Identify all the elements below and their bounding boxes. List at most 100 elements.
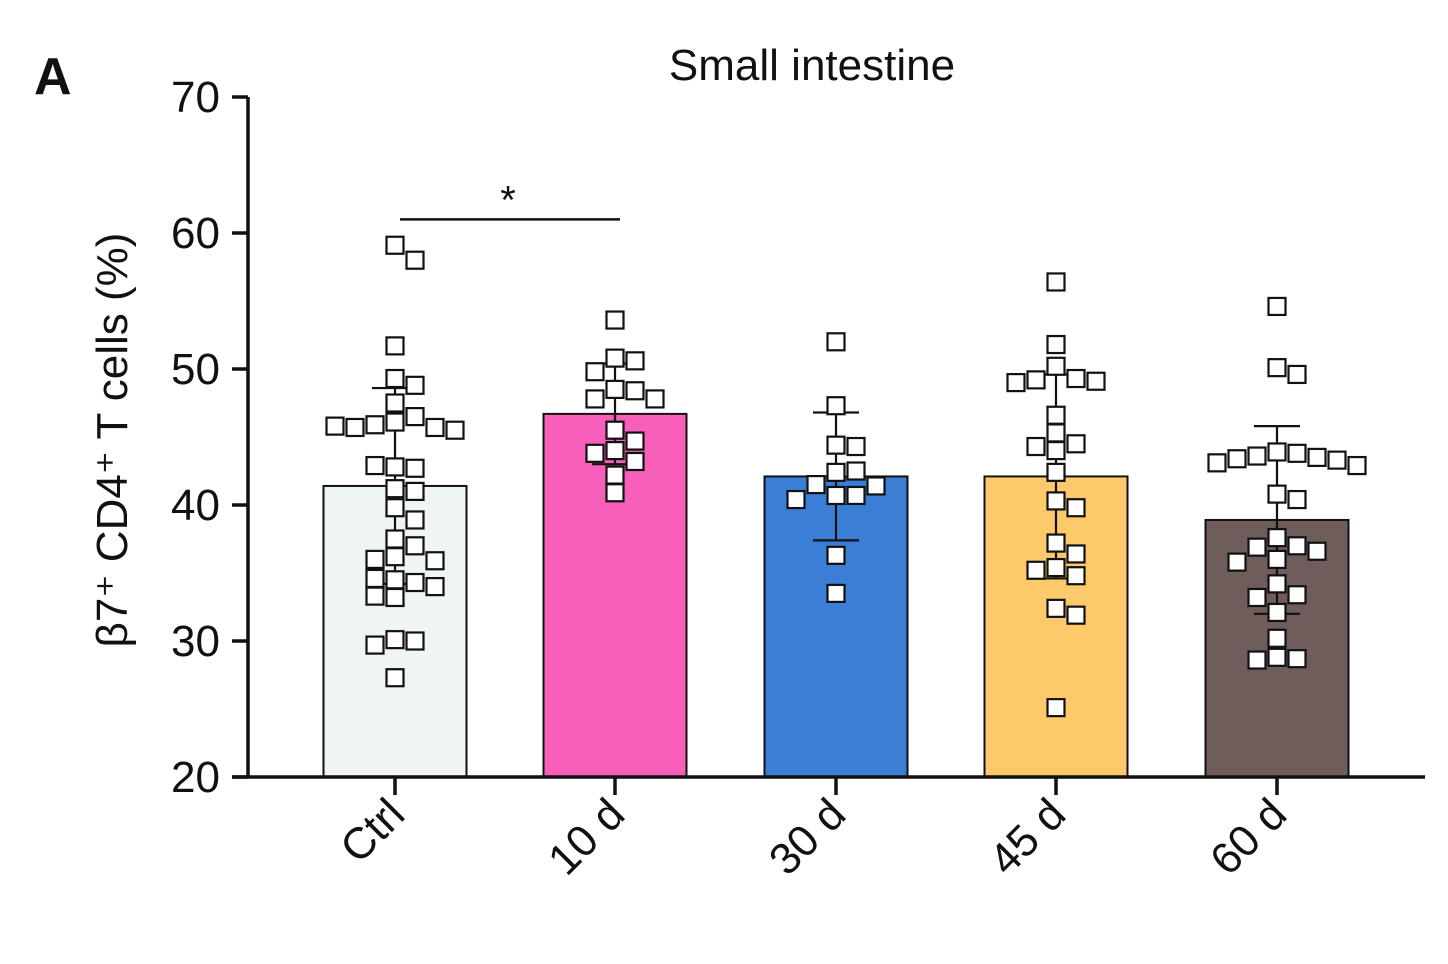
data-point-1-24 xyxy=(365,549,385,570)
data-point-3-6 xyxy=(846,461,866,481)
x-tick-label-1: Ctrl xyxy=(331,789,414,872)
data-point-5-15 xyxy=(1287,536,1307,556)
data-point-1-10 xyxy=(425,417,445,438)
data-point-5-18 xyxy=(1267,549,1287,570)
data-point-5-23 xyxy=(1267,602,1287,623)
y-tick-label-2: 30 xyxy=(171,617,220,666)
data-point-1-25 xyxy=(425,551,445,571)
data-point-4-16 xyxy=(1046,533,1066,553)
x-tick-label-3: 30 d xyxy=(760,789,855,884)
data-point-5-24 xyxy=(1267,628,1287,648)
data-point-2-10 xyxy=(625,431,645,451)
data-point-1-13 xyxy=(325,416,345,436)
data-point-3-9 xyxy=(826,485,846,506)
data-point-5-16 xyxy=(1247,537,1267,557)
data-point-1-1 xyxy=(385,235,405,255)
data-point-2-5 xyxy=(605,379,625,399)
data-point-5-11 xyxy=(1347,455,1367,476)
x-tick-label-5: 60 d xyxy=(1201,789,1296,884)
data-point-1-2 xyxy=(405,250,425,270)
data-point-5-8 xyxy=(1227,449,1247,469)
data-point-5-5 xyxy=(1287,443,1307,463)
data-point-3-8 xyxy=(866,476,886,496)
data-point-1-7 xyxy=(405,407,425,427)
data-point-1-21 xyxy=(385,529,405,549)
data-point-5-19 xyxy=(1227,552,1247,572)
data-point-2-13 xyxy=(625,451,645,472)
data-point-1-9 xyxy=(365,415,385,435)
data-point-4-9 xyxy=(1046,423,1066,443)
data-point-1-29 xyxy=(425,576,445,597)
data-point-4-6 xyxy=(1086,371,1106,391)
data-point-1-35 xyxy=(385,668,405,688)
data-point-5-2 xyxy=(1267,358,1287,378)
data-point-3-5 xyxy=(826,462,846,482)
data-point-1-30 xyxy=(385,587,405,608)
data-point-4-5 xyxy=(1026,370,1046,390)
data-point-2-4 xyxy=(585,362,605,382)
data-point-5-6 xyxy=(1247,446,1267,466)
data-point-2-9 xyxy=(605,420,625,440)
data-point-1-5 xyxy=(405,375,425,395)
data-point-1-31 xyxy=(365,586,385,606)
data-point-2-11 xyxy=(605,441,625,461)
data-point-3-3 xyxy=(826,435,846,455)
data-point-3-1 xyxy=(826,332,846,352)
data-point-1-32 xyxy=(385,630,405,650)
data-point-4-17 xyxy=(1066,544,1086,564)
data-point-1-17 xyxy=(385,479,405,499)
data-point-5-13 xyxy=(1287,489,1307,510)
data-point-4-7 xyxy=(1006,373,1026,393)
y-tick-label-6: 70 xyxy=(171,73,220,122)
data-point-5-12 xyxy=(1267,484,1287,504)
data-point-4-20 xyxy=(1066,566,1086,586)
data-point-2-12 xyxy=(585,443,605,463)
data-point-1-18 xyxy=(405,481,425,501)
data-point-5-20 xyxy=(1267,574,1287,594)
data-point-1-6 xyxy=(385,393,405,413)
data-point-2-7 xyxy=(585,389,605,409)
data-point-4-4 xyxy=(1066,368,1086,389)
data-point-1-22 xyxy=(405,536,425,556)
data-point-2-1 xyxy=(605,310,625,330)
data-point-4-12 xyxy=(1046,441,1066,461)
data-point-3-7 xyxy=(806,475,826,495)
data-point-1-23 xyxy=(385,547,405,567)
data-point-5-22 xyxy=(1247,587,1267,608)
data-point-5-7 xyxy=(1307,447,1327,467)
data-point-1-15 xyxy=(405,458,425,478)
data-point-4-23 xyxy=(1046,698,1066,718)
data-point-3-13 xyxy=(826,583,846,604)
data-points-group xyxy=(325,235,1367,718)
x-tick-label-4: 45 d xyxy=(980,789,1075,884)
data-point-1-33 xyxy=(405,631,425,651)
data-point-4-21 xyxy=(1046,598,1066,618)
data-point-1-11 xyxy=(345,417,365,438)
data-point-2-3 xyxy=(625,351,645,371)
data-point-4-19 xyxy=(1026,560,1046,580)
data-point-3-12 xyxy=(826,545,846,565)
data-point-1-4 xyxy=(385,368,405,389)
data-point-4-8 xyxy=(1046,405,1066,425)
y-tick-label-3: 40 xyxy=(171,481,220,530)
data-point-5-17 xyxy=(1307,541,1327,561)
y-axis-label: β7⁺ CD4⁺ T cells (%) xyxy=(88,233,137,648)
data-point-1-12 xyxy=(445,420,465,440)
data-point-2-8 xyxy=(645,389,665,409)
data-point-1-14 xyxy=(385,457,405,477)
data-point-5-4 xyxy=(1267,442,1287,462)
data-point-2-2 xyxy=(605,348,625,368)
data-point-1-3 xyxy=(385,336,405,356)
data-point-4-11 xyxy=(1026,436,1046,457)
data-point-1-27 xyxy=(405,572,425,593)
data-point-5-27 xyxy=(1247,650,1267,670)
x-tick-label-2: 10 d xyxy=(539,789,634,884)
data-point-1-19 xyxy=(385,498,405,518)
data-point-5-21 xyxy=(1287,585,1307,605)
y-tick-label-1: 20 xyxy=(171,753,220,802)
data-point-2-6 xyxy=(625,381,645,401)
data-point-4-3 xyxy=(1046,356,1066,376)
data-point-5-3 xyxy=(1287,364,1307,385)
chart-title: Small intestine xyxy=(669,41,955,90)
data-point-1-20 xyxy=(405,510,425,530)
